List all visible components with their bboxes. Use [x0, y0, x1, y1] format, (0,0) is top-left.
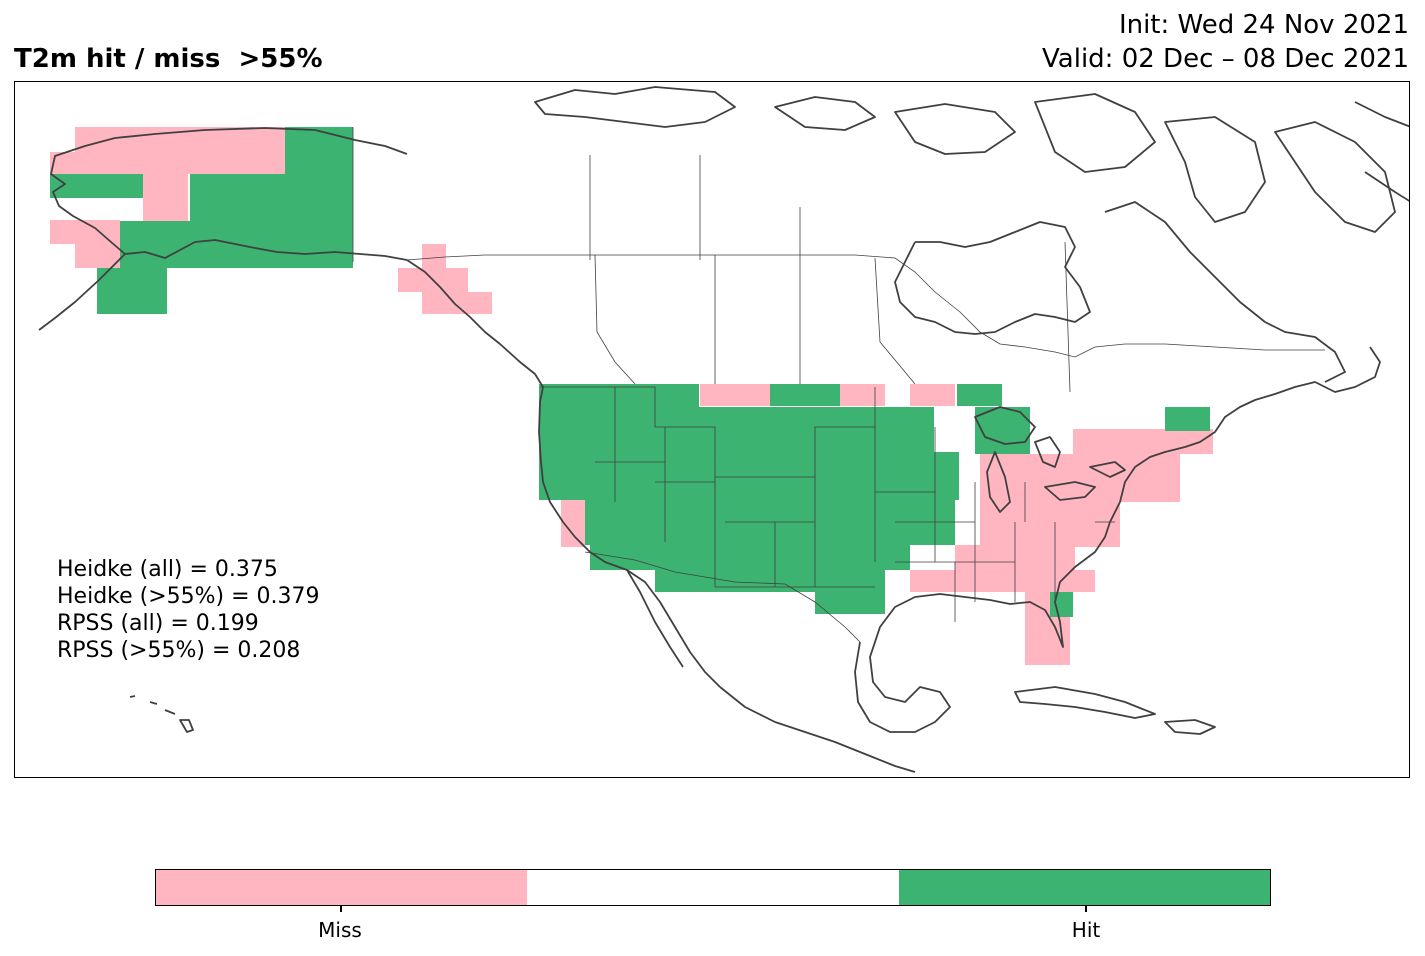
heidke-all: Heidke (all) = 0.375 [57, 557, 278, 582]
grid-cell-hit [957, 384, 1002, 406]
political-borders [352, 127, 1325, 643]
rpss-all: RPSS (all) = 0.199 [57, 611, 259, 636]
labrador-coast [1104, 201, 1346, 383]
grid-cell-hit [590, 545, 910, 570]
hawaii [129, 695, 194, 733]
grid-cell-hit [190, 174, 353, 221]
grid-cell-miss [910, 570, 1095, 592]
rpss-55: RPSS (>55%) = 0.208 [57, 638, 301, 663]
map-panel [14, 81, 1410, 778]
grid-cell-miss [910, 384, 955, 406]
alaska-coast [38, 127, 408, 331]
grid-cell-miss [1025, 617, 1070, 665]
grid-cell-miss [143, 174, 188, 221]
mexico-coast [719, 521, 1111, 773]
arctic-islands [534, 86, 1396, 233]
colorbar [155, 869, 1271, 906]
grid-cell-miss [1073, 429, 1213, 454]
heidke-55: Heidke (>55%) = 0.379 [57, 584, 320, 609]
grid-cell-hit [97, 268, 167, 314]
grid-cell-hit [1050, 592, 1073, 617]
grid-cell-hit [539, 407, 934, 452]
mexico-us-border [584, 551, 861, 643]
grid-cell-miss [700, 384, 770, 406]
grid-cell-hit [539, 452, 959, 500]
colorbar-tick-miss [340, 906, 342, 912]
hudson-bay [894, 221, 1091, 335]
canada-us-border [406, 254, 1325, 358]
grid-cell-hit [575, 500, 955, 545]
grid-cell-miss [422, 244, 446, 268]
grid-cell-hit [975, 407, 1030, 454]
grid-cell-miss [422, 292, 492, 314]
grid-cell-hit [283, 127, 353, 174]
bc-coast [406, 259, 544, 403]
us-state-borders [540, 386, 1115, 622]
forecast-grid-cells [50, 127, 1213, 665]
grid-cell-miss [840, 384, 885, 406]
grid-cell-miss [75, 244, 120, 268]
greenland-edge [1354, 101, 1409, 202]
colorbar-label-hit: Hit [1071, 918, 1101, 942]
grid-cell-miss [50, 152, 145, 174]
map-canvas [38, 86, 1409, 773]
map-title: T2m hit / miss >55% [14, 44, 323, 74]
grid-cell-hit [815, 592, 885, 614]
cuba [1014, 686, 1156, 719]
grid-cell-miss [980, 502, 1120, 547]
great-lakes [974, 406, 1126, 513]
us-east-coast [1109, 346, 1381, 523]
us-west-coast [538, 401, 721, 688]
coastlines [38, 86, 1409, 773]
hispaniola [1164, 719, 1216, 735]
colorbar-label-miss: Miss [318, 918, 362, 942]
grid-cell-miss [980, 454, 1180, 502]
grid-cell-hit [770, 384, 840, 406]
valid-date-range: Valid: 02 Dec – 08 Dec 2021 [1042, 44, 1409, 74]
colorbar-neutral-segment [527, 870, 899, 905]
colorbar-hit-segment [898, 870, 1270, 905]
colorbar-tick-hit [1085, 906, 1087, 912]
init-date: Init: Wed 24 Nov 2021 [1118, 10, 1409, 40]
skill-scores: Heidke (all) = 0.375 Heidke (>55%) = 0.3… [57, 556, 320, 664]
grid-cell-hit [50, 174, 145, 198]
grid-cell-hit [1165, 407, 1210, 431]
colorbar-miss-segment [156, 870, 528, 905]
grid-cell-hit [655, 570, 885, 592]
provincial-borders [589, 155, 1071, 393]
